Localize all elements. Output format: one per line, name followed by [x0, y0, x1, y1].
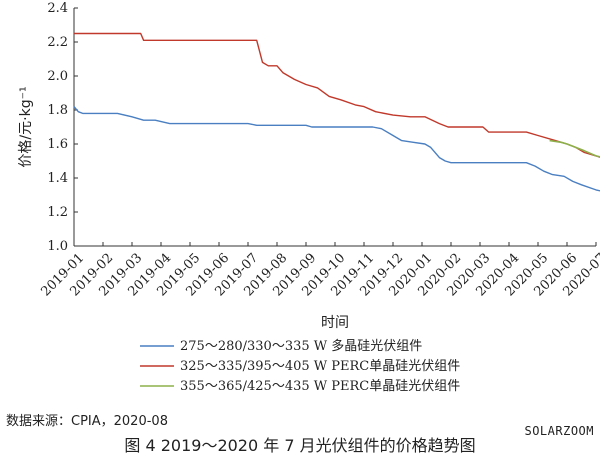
y-axis-title: 价格/元·kg⁻¹	[18, 86, 34, 167]
y-axis-ticks: 1.0 1.2 1.4 1.6 1.8 2.0 2.2 2.4	[47, 1, 78, 254]
data-source-note: 数据来源：CPIA，2020-08	[6, 414, 168, 429]
watermark-logo: SOLARZOOM	[524, 424, 594, 438]
legend-label-3: 355～365/425～435 W PERC单晶硅光伏组件	[180, 379, 460, 394]
y-tick-label: 1.0	[47, 239, 68, 254]
legend-label-2: 325～335/395～405 W PERC单晶硅光伏组件	[180, 359, 460, 374]
series-line-1	[73, 106, 600, 192]
y-tick-label: 1.8	[47, 103, 68, 118]
y-tick-label: 1.4	[47, 171, 68, 186]
y-tick-label: 1.2	[47, 205, 68, 220]
x-axis-title: 时间	[321, 315, 349, 331]
y-tick-label: 2.4	[47, 1, 68, 16]
y-tick-label: 1.6	[47, 137, 68, 152]
price-trend-chart: 1.0 1.2 1.4 1.6 1.8 2.0 2.2 2.4 2019-012019-022…	[18, 1, 600, 394]
legend-label-1: 275～280/330～335 W 多晶硅光伏组件	[180, 338, 422, 354]
y-tick-label: 2.2	[47, 35, 68, 50]
chart-legend: 275～280/330～335 W 多晶硅光伏组件 325～335/395～405…	[140, 338, 460, 394]
series-line-3	[549, 139, 600, 158]
series-lines	[73, 32, 600, 192]
figure-caption: 图 4 2019～2020 年 7 月光伏组件的价格趋势图	[124, 436, 476, 455]
y-tick-label: 2.0	[47, 69, 68, 84]
series-line-2	[74, 32, 600, 159]
x-axis-ticks: 2019-012019-022019-032019-042019-052019-…	[38, 242, 600, 299]
